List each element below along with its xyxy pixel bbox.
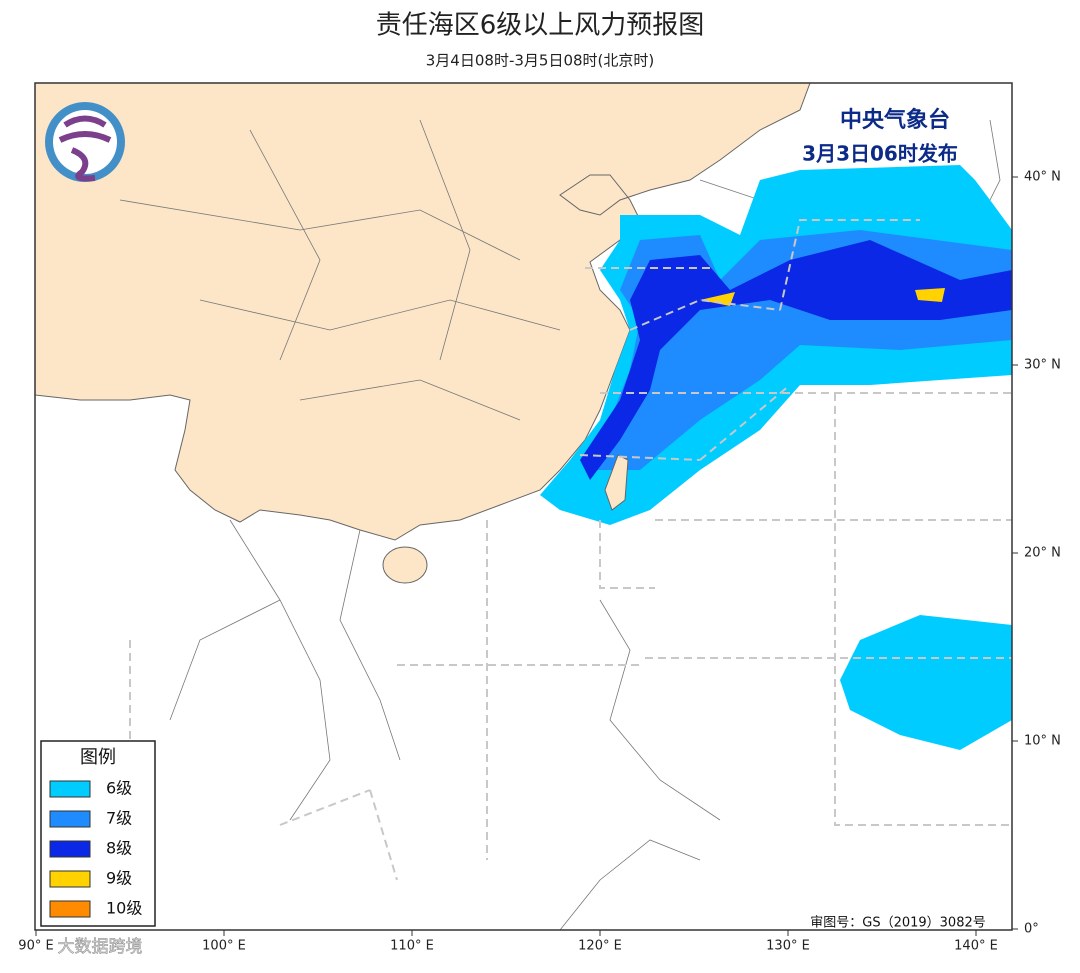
legend-label: 8级 <box>106 839 132 858</box>
longitude-label: 120° E <box>578 939 622 954</box>
wind-area <box>840 615 1012 750</box>
legend: 图例 6级 7级 8级 9级 10级 <box>40 740 156 927</box>
legend-swatch <box>49 780 91 798</box>
legend-label: 7级 <box>106 809 132 828</box>
legend-label: 9级 <box>106 869 132 888</box>
sea-area-lines <box>129 219 1012 881</box>
map-body <box>35 83 1012 930</box>
logo <box>45 102 125 182</box>
latitude-label: 20° N <box>1024 546 1061 561</box>
neighbor-borders <box>169 519 721 930</box>
watermark: 大数据跨境 <box>58 937 143 957</box>
approval-number: 审图号：GS（2019）3082号 <box>810 916 986 931</box>
hainan <box>382 546 428 584</box>
longitude-label: 100° E <box>202 939 246 954</box>
title: 责任海区6级以上风力预报图 <box>376 11 705 41</box>
legend-label: 6级 <box>106 779 132 798</box>
subtitle: 3月4日08时-3月5日08时(北京时) <box>426 52 654 70</box>
province-borders <box>119 119 561 421</box>
wind-areas <box>540 165 1012 750</box>
legend-swatch <box>49 870 91 888</box>
taiwan <box>604 454 629 511</box>
legend-swatch <box>49 810 91 828</box>
latitude-label: 40° N <box>1024 170 1061 185</box>
legend-swatch <box>49 840 91 858</box>
issue-time: 3月3日06时发布 <box>802 142 958 166</box>
latitude-label: 10° N <box>1024 734 1061 749</box>
issuer-name: 中央气象台 <box>840 107 950 133</box>
map-frame <box>34 82 1013 931</box>
wind-area <box>580 240 1012 480</box>
latitude-label: 0° <box>1024 922 1039 937</box>
legend-label: 10级 <box>106 899 142 918</box>
longitude-label: 130° E <box>766 939 810 954</box>
wind-area <box>915 288 945 302</box>
longitude-label: 90° E <box>18 939 53 954</box>
latitude-label: 30° N <box>1024 358 1061 373</box>
longitude-label: 140° E <box>954 939 998 954</box>
china-land <box>35 83 811 541</box>
wind-area <box>700 292 735 306</box>
longitude-label: 110° E <box>390 939 434 954</box>
legend-swatch <box>49 900 91 918</box>
legend-title: 图例 <box>80 747 116 768</box>
